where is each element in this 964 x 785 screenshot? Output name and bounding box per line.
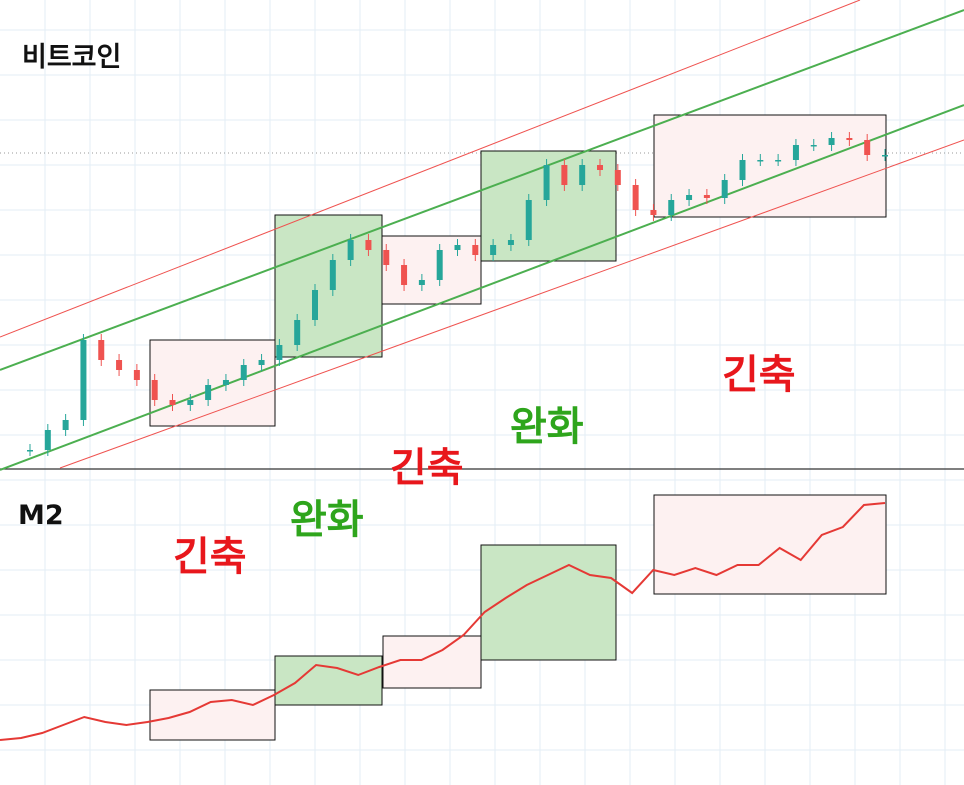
channel — [0, 0, 964, 471]
candle — [775, 160, 782, 162]
candle — [597, 165, 603, 170]
candle — [561, 165, 568, 185]
candle — [721, 180, 728, 198]
channel-line — [0, 9, 964, 371]
candle — [133, 370, 140, 380]
candle — [864, 140, 871, 155]
annotation: 완화 — [510, 404, 584, 450]
candle — [98, 340, 105, 360]
chart-title: 비트코인 — [22, 42, 121, 73]
candle — [846, 138, 853, 140]
candle — [739, 160, 746, 180]
candle — [383, 250, 390, 265]
candle — [579, 165, 586, 185]
candle — [614, 170, 621, 185]
candle — [525, 200, 532, 240]
zone — [149, 689, 276, 741]
chart-title: M2 — [18, 500, 64, 531]
candle — [650, 210, 657, 215]
candle — [490, 245, 497, 255]
candle — [294, 320, 301, 345]
zones — [149, 114, 887, 741]
candle — [116, 360, 123, 370]
channel-line — [0, 0, 861, 338]
channel-line — [0, 104, 964, 471]
zone — [653, 494, 887, 595]
zone — [381, 235, 482, 305]
annotation: 긴축 — [173, 534, 247, 580]
channel-line — [59, 139, 964, 469]
candle — [418, 280, 425, 285]
candle — [810, 145, 817, 147]
zone — [653, 114, 887, 218]
candle — [276, 345, 283, 360]
candle — [169, 400, 176, 405]
candle — [205, 385, 212, 400]
candle — [632, 185, 639, 210]
zone — [480, 544, 617, 661]
marks — [0, 132, 888, 741]
candle — [454, 245, 461, 250]
candle — [365, 240, 372, 250]
zone — [274, 655, 383, 706]
candle — [543, 165, 550, 200]
candle — [329, 260, 336, 290]
annotation: 긴축 — [390, 445, 464, 491]
zone — [382, 635, 482, 689]
candle — [62, 420, 69, 430]
candle — [312, 290, 318, 320]
candle — [347, 240, 354, 260]
candle — [507, 240, 514, 245]
candle — [668, 200, 675, 215]
candle — [44, 430, 51, 450]
annotation: 완화 — [290, 497, 364, 543]
candle — [258, 360, 265, 365]
zone — [149, 339, 276, 427]
candle — [686, 195, 693, 200]
candle — [80, 340, 87, 420]
line — [0, 502, 886, 741]
candle — [703, 195, 710, 198]
candle — [436, 250, 443, 280]
candle — [757, 160, 764, 162]
candle — [882, 155, 888, 157]
candle — [222, 380, 229, 385]
candle — [472, 245, 479, 255]
candle — [401, 265, 408, 285]
candle — [187, 400, 194, 405]
candle — [27, 450, 33, 452]
candle — [151, 380, 158, 400]
candle — [792, 145, 799, 160]
candle — [240, 365, 247, 380]
zone — [274, 214, 383, 358]
candle — [828, 138, 835, 145]
annotation: 긴축 — [722, 352, 796, 398]
